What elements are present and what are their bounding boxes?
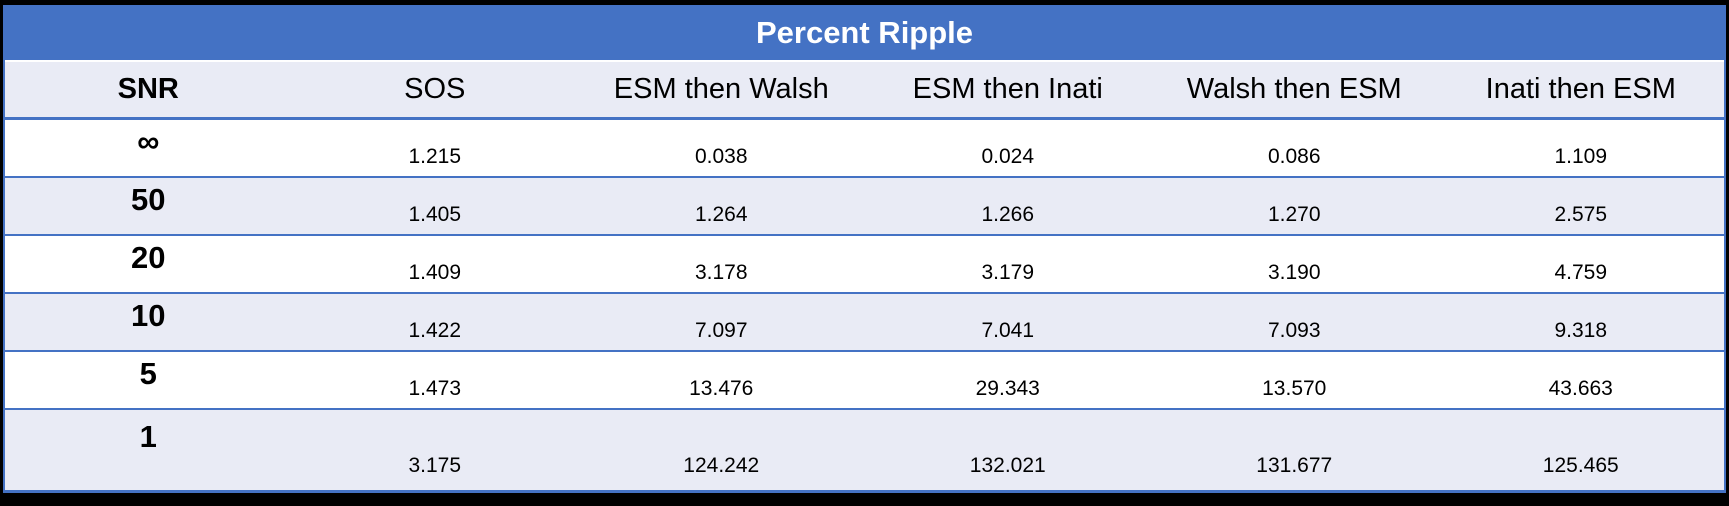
table-cell: 124.242 xyxy=(683,454,760,477)
table-cell: 1.405 xyxy=(408,203,462,226)
table-row-snr-5: 5 1.473 13.476 29.343 13.570 43.663 xyxy=(5,352,1724,410)
column-header-snr: SNR xyxy=(117,73,179,105)
row-label: 1 xyxy=(139,419,157,454)
table-cell: 2.575 xyxy=(1554,203,1608,226)
row-label: 10 xyxy=(131,298,166,333)
table-cell: 43.663 xyxy=(1548,377,1613,400)
table-cell: 1.409 xyxy=(408,261,462,284)
table-cell: 1.215 xyxy=(408,145,462,168)
table-cell: 3.178 xyxy=(694,261,748,284)
table-row-snr-inf: ∞ 1.215 0.038 0.024 0.086 1.109 xyxy=(5,120,1724,178)
column-header-sos: SOS xyxy=(404,73,466,105)
percent-ripple-table: Percent Ripple SNR SOS ESM then Walsh ES… xyxy=(3,5,1726,493)
table-row-snr-50: 50 1.405 1.264 1.266 1.270 2.575 xyxy=(5,178,1724,236)
table-cell: 3.175 xyxy=(408,454,462,477)
column-header-inati-then-esm: Inati then ESM xyxy=(1485,73,1676,105)
table-cell: 1.266 xyxy=(981,203,1035,226)
table-row-snr-20: 20 1.409 3.178 3.179 3.190 4.759 xyxy=(5,236,1724,294)
column-header-walsh-then-esm: Walsh then ESM xyxy=(1186,73,1402,105)
table-cell: 1.264 xyxy=(694,203,748,226)
table-cell: 0.024 xyxy=(981,145,1035,168)
table-row-snr-10: 10 1.422 7.097 7.041 7.093 9.318 xyxy=(5,294,1724,352)
table-cell: 7.093 xyxy=(1267,319,1321,342)
table-cell: 1.422 xyxy=(408,319,462,342)
row-label: ∞ xyxy=(137,124,160,159)
table-row-snr-1: 1 3.175 124.242 132.021 131.677 125.465 xyxy=(5,410,1724,490)
table-cell: 29.343 xyxy=(975,377,1040,400)
table-cell: 0.086 xyxy=(1267,145,1321,168)
table-cell: 3.179 xyxy=(981,261,1035,284)
table-cell: 1.473 xyxy=(408,377,462,400)
table-cell: 7.041 xyxy=(981,319,1035,342)
table-cell: 131.677 xyxy=(1256,454,1333,477)
table-cell: 3.190 xyxy=(1267,261,1321,284)
table-cell: 0.038 xyxy=(694,145,748,168)
row-label: 20 xyxy=(131,240,166,275)
table-header-row: SNR SOS ESM then Walsh ESM then Inati Wa… xyxy=(5,60,1724,120)
table-cell: 1.270 xyxy=(1267,203,1321,226)
table-cell: 1.109 xyxy=(1554,145,1608,168)
table-cell: 125.465 xyxy=(1542,454,1619,477)
table-title: Percent Ripple xyxy=(5,5,1724,60)
table-cell: 4.759 xyxy=(1554,261,1608,284)
table-cell: 13.476 xyxy=(689,377,754,400)
row-label: 50 xyxy=(131,182,166,217)
table-cell: 13.570 xyxy=(1262,377,1327,400)
column-header-esm-then-inati: ESM then Inati xyxy=(912,73,1103,105)
row-label: 5 xyxy=(139,356,157,391)
table-cell: 132.021 xyxy=(969,454,1046,477)
table-cell: 9.318 xyxy=(1554,319,1608,342)
column-header-esm-then-walsh: ESM then Walsh xyxy=(613,73,829,105)
table-cell: 7.097 xyxy=(694,319,748,342)
